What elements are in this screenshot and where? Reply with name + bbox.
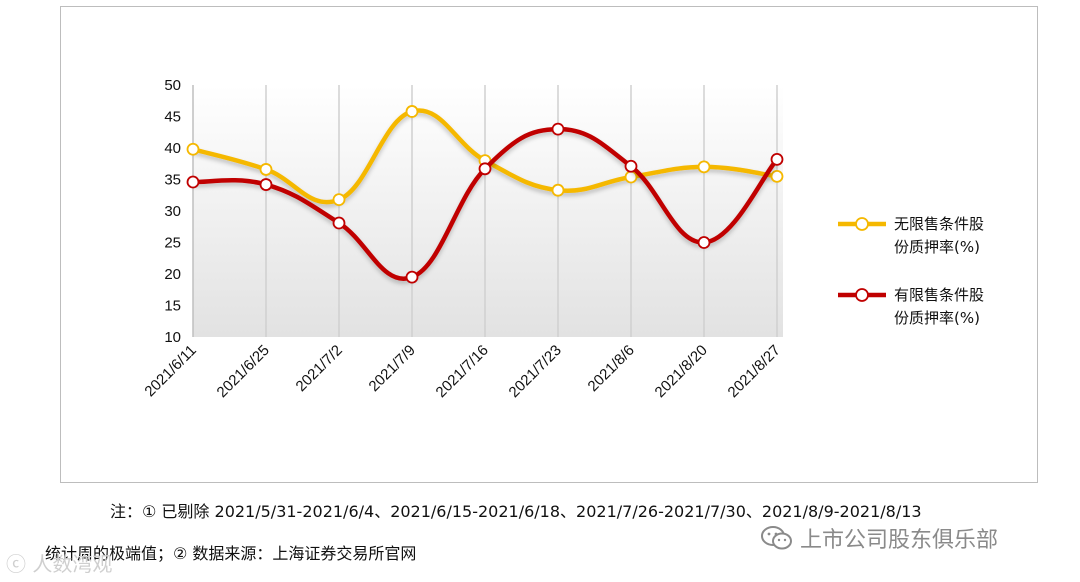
data-point bbox=[405, 105, 419, 118]
x-tick-label: 2021/7/16 bbox=[433, 342, 492, 401]
legend-label-line1: 有限售条件股 bbox=[894, 286, 984, 304]
series-2 bbox=[186, 122, 784, 284]
watermark-right: 上市公司股东俱乐部 bbox=[760, 522, 998, 554]
watermark-left: ⓒ 人数湾观 bbox=[6, 552, 113, 576]
y-tick-label: 10 bbox=[164, 329, 181, 346]
data-point bbox=[551, 183, 565, 197]
chart-frame: 10 15 20 25 30 35 40 45 50 2021/6/11 2021/6/25 2021… bbox=[60, 6, 1038, 483]
watermark-right-text: 上市公司股东俱乐部 bbox=[800, 528, 999, 553]
data-point bbox=[478, 162, 492, 176]
data-point bbox=[186, 142, 200, 156]
footnote-line-2: 统计周的极端值；② 数据来源：上海证券交易所官网 bbox=[45, 544, 417, 563]
data-point bbox=[624, 159, 638, 173]
series-lines bbox=[186, 105, 784, 284]
x-tick-label: 2021/7/9 bbox=[366, 342, 419, 395]
x-tick-label: 2021/8/20 bbox=[652, 342, 711, 401]
series-line bbox=[192, 108, 778, 205]
plot-area bbox=[193, 85, 783, 337]
x-tick-label: 2021/8/6 bbox=[585, 342, 638, 395]
data-point bbox=[259, 163, 273, 176]
data-point bbox=[697, 160, 711, 174]
data-point bbox=[770, 169, 784, 183]
y-tick-label: 35 bbox=[164, 172, 181, 189]
x-tick-label: 2021/6/11 bbox=[141, 342, 199, 400]
y-tick-label: 25 bbox=[164, 235, 181, 252]
data-point bbox=[770, 152, 784, 166]
footnote-line-1: 注：① 已剔除 2021/5/31-2021/6/4、2021/6/15-202… bbox=[110, 502, 922, 521]
legend-label-line2: 份质押率(%) bbox=[894, 238, 980, 256]
data-point bbox=[332, 216, 346, 230]
series-1 bbox=[186, 105, 784, 207]
x-tick-label: 2021/6/25 bbox=[214, 342, 273, 401]
line-chart: 10 15 20 25 30 35 40 45 50 2021/6/11 2021/6/25 2021… bbox=[141, 77, 984, 401]
wechat-icon bbox=[761, 526, 792, 550]
y-tick-label: 15 bbox=[164, 298, 181, 315]
data-point bbox=[405, 270, 419, 284]
data-point bbox=[551, 122, 565, 136]
x-tick-label: 2021/8/27 bbox=[725, 342, 784, 401]
y-tick-label: 30 bbox=[164, 203, 181, 220]
data-point bbox=[186, 175, 200, 189]
legend-label-line1: 无限售条件股 bbox=[894, 215, 984, 233]
data-point bbox=[259, 178, 273, 191]
x-tick-label: 2021/7/23 bbox=[506, 342, 565, 401]
legend-swatch-marker bbox=[855, 288, 869, 302]
x-tick-label: 2021/7/2 bbox=[293, 342, 346, 395]
legend-swatch-marker bbox=[855, 217, 869, 231]
data-point bbox=[332, 193, 346, 207]
y-tick-label: 50 bbox=[164, 77, 181, 94]
y-tick-label: 45 bbox=[164, 109, 181, 126]
data-point bbox=[624, 170, 638, 184]
y-tick-label: 20 bbox=[164, 266, 181, 283]
y-tick-label: 40 bbox=[164, 140, 181, 157]
legend-label-line2: 份质押率(%) bbox=[894, 309, 980, 327]
data-point bbox=[697, 236, 711, 249]
